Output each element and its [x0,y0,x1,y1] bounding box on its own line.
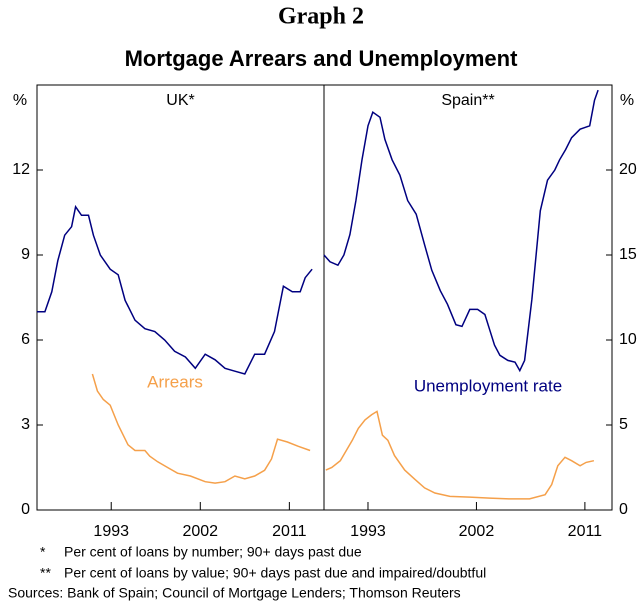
y-axis-unit: % [13,92,27,109]
x-tick-label: 1993 [350,523,386,540]
x-tick-label: 2011 [272,523,307,540]
panel-title: UK* [166,92,194,109]
x-tick-label: 2002 [459,523,495,540]
y-tick-label: 0 [21,501,30,518]
y-tick-label: 5 [619,416,628,433]
series-line [323,89,599,373]
y-tick-label: 6 [21,331,30,348]
y-tick-label: 10 [619,331,637,348]
panel-title: Spain** [441,92,494,109]
x-tick-label: 1993 [93,523,129,540]
series-label: Arrears [147,372,203,391]
y-axis-unit: % [620,92,634,109]
y-tick-label: 15 [619,246,637,263]
y-tick-label: 12 [12,161,30,178]
series-line [325,410,595,500]
chart-subtitle: Mortgage Arrears and Unemployment [125,46,518,71]
series-line [91,373,311,484]
note-text: Per cent of loans by value; 90+ days pas… [64,565,486,581]
x-tick-label: 2011 [568,523,603,540]
y-tick-label: 3 [21,416,30,433]
x-tick-label: 2002 [182,523,218,540]
sources: Sources: Bank of Spain; Council of Mortg… [8,585,461,601]
y-tick-label: 9 [21,246,30,263]
note-text: Per cent of loans by number; 90+ days pa… [64,544,362,560]
y-tick-label: 20 [619,161,637,178]
series-label: Unemployment rate [414,376,562,395]
y-tick-label: 0 [619,501,628,518]
chart-title: Graph 2 [278,4,364,30]
note-mark: ** [40,565,51,581]
series-line [37,204,313,375]
note-mark: * [40,544,46,560]
